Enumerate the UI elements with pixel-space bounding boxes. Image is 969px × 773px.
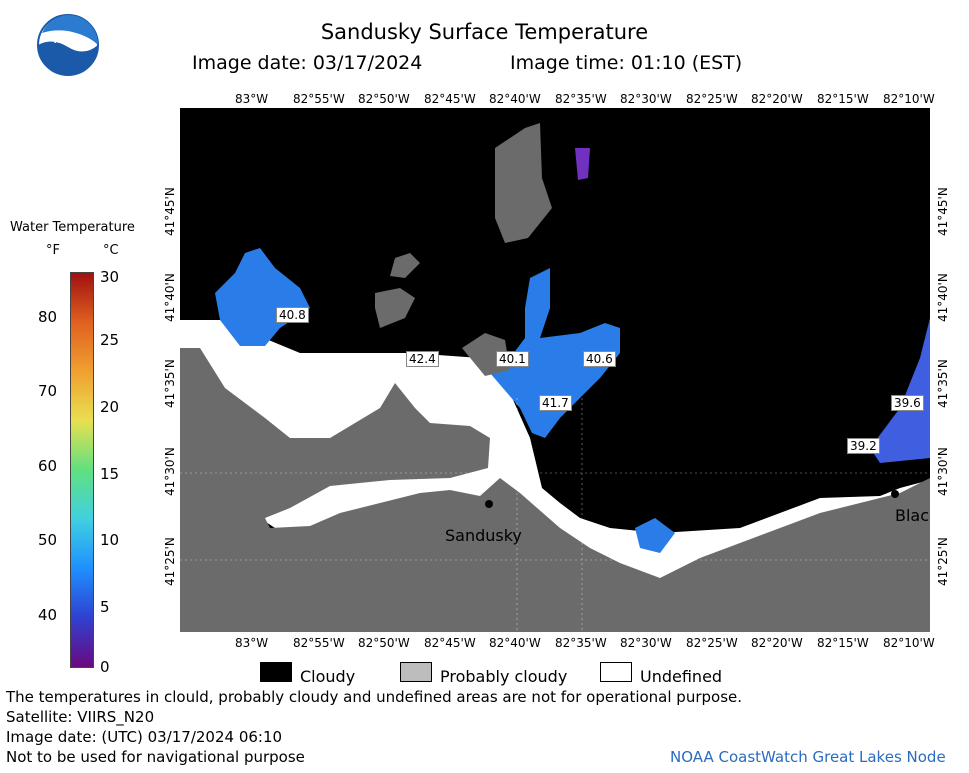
colorbar-f-label: 60 xyxy=(38,457,58,475)
colorbar-title: Water Temperature xyxy=(10,220,135,235)
lat-tick-label: 41°30'N xyxy=(163,447,177,496)
unit-c: °C xyxy=(103,243,119,258)
water-mid xyxy=(490,268,620,438)
lat-tick-label: 41°40'N xyxy=(163,273,177,322)
lon-tick-label: 82°40'W xyxy=(489,92,541,106)
lon-tick-label: 82°15'W xyxy=(817,92,869,106)
lon-tick-label: 82°40'W xyxy=(489,636,541,650)
temp-label: 39.2 xyxy=(847,438,880,454)
lon-tick-label: 82°50'W xyxy=(358,636,410,650)
cloudy-swatch xyxy=(260,662,292,682)
colorbar-c-label: 10 xyxy=(100,531,120,549)
lon-tick-label: 82°55'W xyxy=(293,636,345,650)
temp-label: 40.1 xyxy=(496,351,529,367)
temp-label: 40.8 xyxy=(276,307,309,323)
island-small xyxy=(390,253,420,278)
credit: NOAA CoastWatch Great Lakes Node xyxy=(670,748,946,766)
lon-tick-label: 82°10'W xyxy=(883,636,935,650)
lon-tick-label: 82°25'W xyxy=(686,636,738,650)
water-east xyxy=(870,318,930,463)
utc-date: Image date: (UTC) 03/17/2024 06:10 xyxy=(6,728,283,746)
lat-tick-label: 41°35'N xyxy=(936,359,950,408)
island-kelleys xyxy=(495,123,552,243)
colorbar-c-label: 20 xyxy=(100,398,120,416)
lon-tick-label: 82°35'W xyxy=(555,636,607,650)
island-west xyxy=(375,288,415,328)
lon-tick-label: 82°45'W xyxy=(424,636,476,650)
page-title: Sandusky Surface Temperature xyxy=(320,20,649,44)
noaa-logo: NOAA xyxy=(37,14,99,76)
satellite-info: Satellite: VIIRS_N20 xyxy=(6,708,155,726)
colorbar-f-label: 80 xyxy=(38,308,58,326)
temperature-map xyxy=(180,108,930,632)
city-label: Sandusky xyxy=(445,526,522,545)
lon-tick-label: 82°35'W xyxy=(555,92,607,106)
city-label: Blac xyxy=(895,506,930,525)
lat-tick-label: 41°45'N xyxy=(163,187,177,236)
water-south xyxy=(635,518,675,553)
lat-tick-label: 41°45'N xyxy=(936,187,950,236)
svg-text:NOAA: NOAA xyxy=(54,36,83,46)
lat-tick-label: 41°25'N xyxy=(163,537,177,586)
nav-warning: Not to be used for navigational purpose xyxy=(6,748,305,766)
disclaimer: The temperatures in clould, probably clo… xyxy=(6,688,743,706)
colorbar-c-label: 15 xyxy=(100,465,120,483)
lon-tick-label: 82°45'W xyxy=(424,92,476,106)
lon-tick-label: 82°55'W xyxy=(293,92,345,106)
colorbar-f-label: 70 xyxy=(38,382,58,400)
lat-tick-label: 41°40'N xyxy=(936,273,950,322)
temp-label: 41.7 xyxy=(539,395,572,411)
colorbar-f-label: 40 xyxy=(38,606,58,624)
lon-tick-label: 82°20'W xyxy=(751,92,803,106)
lat-tick-label: 41°30'N xyxy=(936,447,950,496)
water-purple xyxy=(575,148,590,180)
colorbar-f-label: 50 xyxy=(38,531,58,549)
lon-tick-label: 82°50'W xyxy=(358,92,410,106)
lon-tick-label: 82°15'W xyxy=(817,636,869,650)
blac-marker xyxy=(891,490,899,498)
image-date: Image date: 03/17/2024 xyxy=(192,52,423,74)
lat-tick-label: 41°25'N xyxy=(936,537,950,586)
image-time: Image time: 01:10 (EST) xyxy=(510,52,743,74)
legend-cloudy: Cloudy xyxy=(300,667,356,686)
sandusky-marker xyxy=(485,500,493,508)
lon-tick-label: 82°30'W xyxy=(620,92,672,106)
unit-f: °F xyxy=(46,243,60,258)
colorbar-c-label: 5 xyxy=(100,598,110,616)
land-area xyxy=(180,348,930,632)
undefined-swatch xyxy=(600,662,632,682)
lon-tick-label: 82°20'W xyxy=(751,636,803,650)
colorbar-c-label: 0 xyxy=(100,658,110,676)
lon-tick-label: 82°10'W xyxy=(883,92,935,106)
lon-tick-label: 82°30'W xyxy=(620,636,672,650)
colorbar xyxy=(70,272,94,668)
lon-tick-label: 83°W xyxy=(235,92,269,106)
legend-probably-cloudy: Probably cloudy xyxy=(440,667,568,686)
colorbar-c-label: 25 xyxy=(100,331,120,349)
probably-cloudy-swatch xyxy=(400,662,432,682)
temp-label: 42.4 xyxy=(406,351,439,367)
lat-tick-label: 41°35'N xyxy=(163,359,177,408)
lon-tick-label: 83°W xyxy=(235,636,269,650)
temp-label: 40.6 xyxy=(583,351,616,367)
legend-undefined: Undefined xyxy=(640,667,723,686)
colorbar-c-label: 30 xyxy=(100,268,120,286)
temp-label: 39.6 xyxy=(891,395,924,411)
lon-tick-label: 82°25'W xyxy=(686,92,738,106)
